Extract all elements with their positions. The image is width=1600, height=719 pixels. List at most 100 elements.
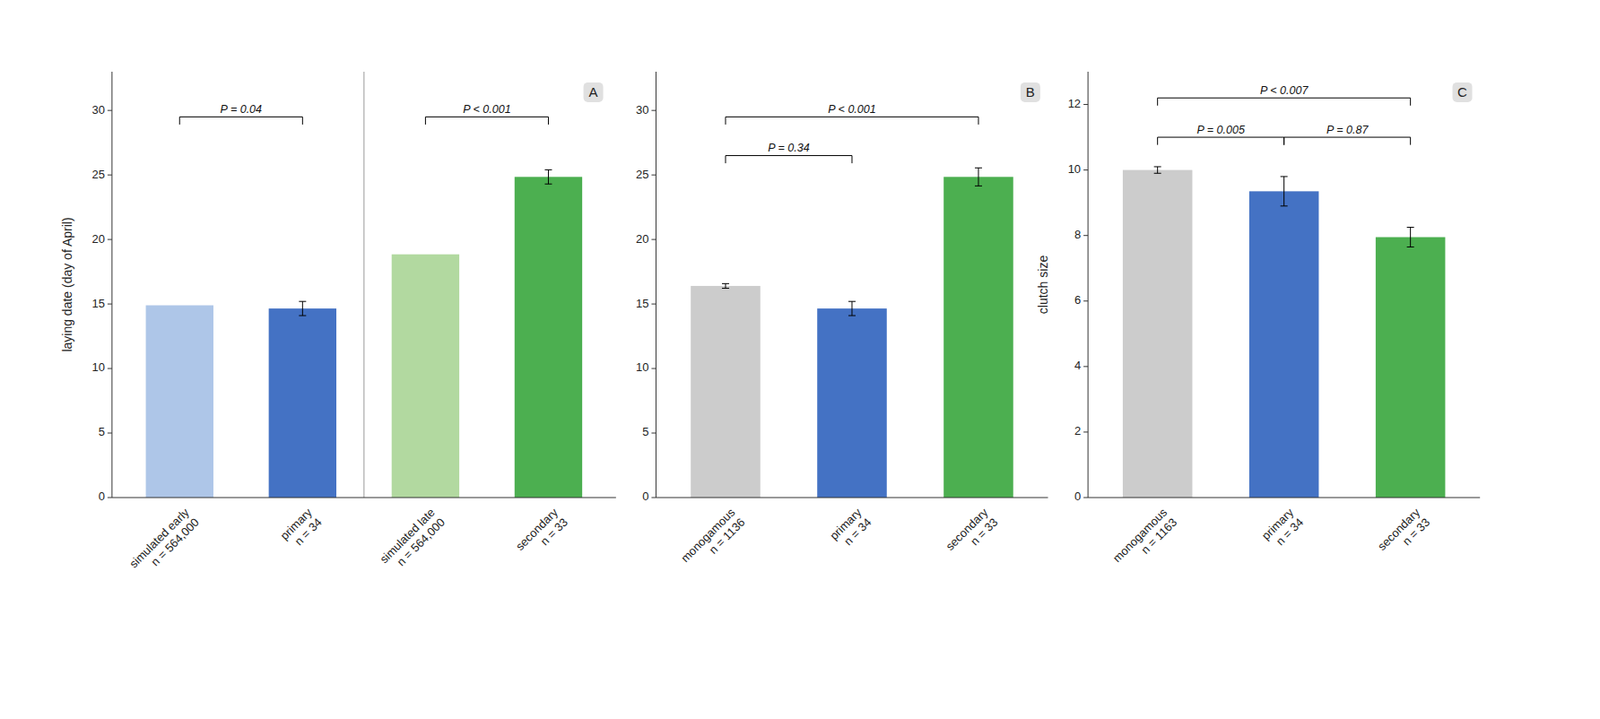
- panel: 051015202530monogamousn = 1136primaryn =…: [635, 71, 1049, 575]
- y-tick-label: 8: [1074, 227, 1081, 242]
- label-line: n = 33: [1400, 515, 1433, 548]
- y-tick: [107, 497, 113, 499]
- y-tick: [651, 497, 656, 499]
- bar: [514, 176, 583, 498]
- y-tick: [107, 304, 113, 305]
- y-axis-line: [111, 71, 113, 498]
- y-tick-label: 15: [635, 296, 649, 311]
- y-tick: [1083, 365, 1088, 367]
- y-tick-label: 25: [635, 167, 649, 182]
- y-tick-label: 0: [98, 489, 105, 504]
- panel: 024681012monogamousn = 1163primaryn = 34…: [1035, 71, 1480, 575]
- marks: [146, 71, 583, 498]
- bar: [690, 286, 761, 498]
- error-bar: [1154, 166, 1162, 174]
- panel-label-box: [1452, 82, 1473, 103]
- error-bar: [1280, 176, 1288, 207]
- label-line: n = 33: [967, 515, 1000, 548]
- x-tick-label: primaryn = 34: [278, 505, 326, 554]
- label-line: n = 1136: [706, 515, 748, 557]
- panel: 0 5 10 15 20 25 30 simulated earlyn = 564,000 pr…: [60, 71, 617, 581]
- bar: [391, 254, 460, 498]
- chart-root: 051015202530simulated earlyn = 564,000pr…: [0, 0, 1600, 719]
- divider: [363, 71, 365, 498]
- significance-bracket: [725, 156, 853, 165]
- panel-label-box: [583, 82, 604, 103]
- x-tick-label: secondaryn = 33: [513, 505, 571, 564]
- panel-label: C: [1457, 84, 1468, 100]
- y-tick: [1083, 497, 1088, 499]
- significance-bracket: [425, 116, 548, 125]
- significance-text: P < 0.001: [462, 103, 511, 116]
- y-tick-label: 6: [1074, 293, 1081, 307]
- panel-label: A: [589, 84, 599, 100]
- y-axis-label: laying date (day of April): [60, 217, 75, 352]
- label-line: n = 34: [841, 515, 874, 548]
- x-axis-line: [655, 497, 1048, 499]
- x-tick-label: primaryn = 34: [826, 505, 875, 554]
- y-tick: [107, 368, 113, 370]
- y-tick: [651, 110, 656, 112]
- label-line: n = 34: [1273, 515, 1306, 548]
- y-axis-line: [655, 71, 657, 498]
- y-tick: [651, 368, 656, 370]
- error-bar: [1407, 227, 1415, 248]
- significance-text: P = 0.87: [1326, 123, 1369, 137]
- y-tick-label: 10: [1068, 162, 1081, 176]
- y-tick-label: 5: [98, 425, 105, 439]
- y-tick-label: 12: [1068, 96, 1081, 111]
- bar: [269, 308, 337, 498]
- y-tick-label: 4: [1074, 358, 1081, 373]
- bar: [943, 176, 1014, 498]
- x-tick-label: secondaryn = 33: [1374, 505, 1433, 564]
- y-tick: [651, 174, 656, 176]
- error-bar: [848, 301, 856, 316]
- y-tick-label: 0: [642, 489, 649, 504]
- x-tick-label: simulated laten = 564,000: [377, 505, 448, 576]
- x-axis-line: [112, 497, 617, 499]
- x-tick-label: monogamousn = 1163: [1110, 505, 1181, 576]
- y-tick: [651, 304, 656, 305]
- error-bar: [298, 301, 306, 316]
- y-tick: [1083, 431, 1088, 433]
- y-tick: [107, 433, 113, 435]
- y-tick-label: 0: [1074, 489, 1081, 504]
- x-tick-label: monogamousn = 1136: [678, 505, 748, 576]
- error-bar: [721, 283, 730, 288]
- y-tick: [1083, 300, 1088, 302]
- y-tick-label: 10: [635, 360, 649, 374]
- x-tick-label: simulated earlyn = 564,000: [126, 505, 202, 582]
- y-tick-label: 30: [635, 103, 649, 117]
- x-tick-label: secondaryn = 33: [942, 505, 1000, 564]
- y-tick: [651, 433, 656, 435]
- y-tick-label: 10: [91, 360, 105, 374]
- y-tick-label: 15: [91, 296, 105, 311]
- y-tick-label: 25: [91, 167, 105, 182]
- y-tick: [107, 174, 113, 176]
- significance-text: P = 0.34: [767, 141, 809, 155]
- y-axis-line: [1087, 71, 1089, 498]
- significance-bracket: [1284, 137, 1411, 146]
- bar: [1249, 191, 1320, 498]
- background: [0, 0, 1600, 719]
- significance-text: P = 0.005: [1196, 123, 1244, 137]
- y-tick-label: 30: [91, 103, 105, 117]
- y-tick: [1083, 234, 1088, 236]
- y-tick: [107, 239, 113, 241]
- significance-text: P < 0.007: [1260, 84, 1309, 97]
- y-tick-label: 5: [642, 425, 649, 439]
- label-line: n = 564,000: [393, 515, 447, 569]
- significance-bracket: [1157, 97, 1411, 106]
- significance-bracket: [725, 116, 979, 125]
- marks: [690, 167, 1014, 498]
- y-tick-label: 20: [91, 232, 105, 246]
- y-tick: [107, 110, 113, 112]
- y-tick: [1083, 169, 1088, 171]
- error-bar: [974, 167, 983, 186]
- error-bar: [544, 169, 552, 184]
- panel-label: B: [1026, 84, 1035, 100]
- label-line: n = 564,000: [147, 515, 201, 569]
- y-tick-label: 2: [1074, 424, 1081, 438]
- x-axis-line: [1087, 497, 1480, 499]
- significance-bracket: [1157, 137, 1285, 146]
